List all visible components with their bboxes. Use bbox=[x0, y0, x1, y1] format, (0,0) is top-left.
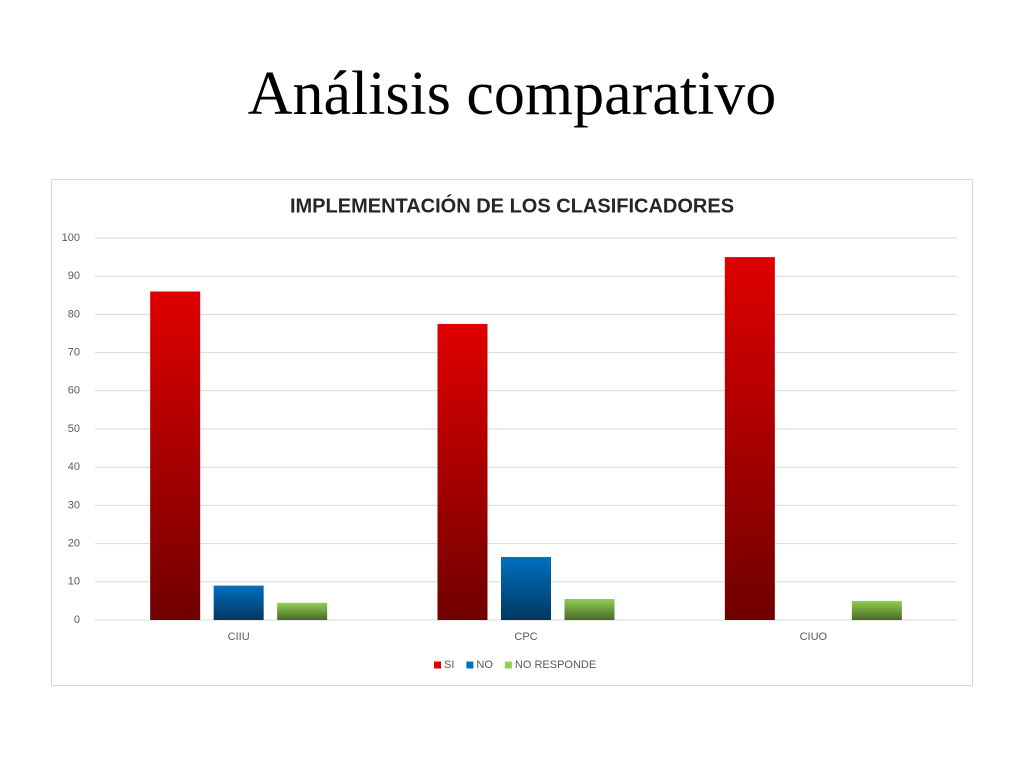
legend-swatch bbox=[434, 661, 441, 669]
legend-swatch bbox=[466, 661, 474, 669]
legend-label: NO RESPONDE bbox=[515, 659, 596, 671]
bar bbox=[213, 585, 264, 620]
y-tick-label: 100 bbox=[62, 232, 80, 244]
legend-swatch bbox=[504, 661, 512, 669]
slide-title: Análisis comparativo bbox=[248, 60, 777, 128]
y-tick-label: 20 bbox=[68, 538, 80, 550]
y-tick-label: 80 bbox=[68, 308, 80, 320]
x-tick-label: CIIU bbox=[228, 631, 250, 643]
y-tick-label: 60 bbox=[68, 385, 80, 397]
bar bbox=[564, 598, 615, 620]
bar bbox=[150, 291, 201, 620]
y-tick-label: 10 bbox=[68, 576, 80, 588]
y-tick-label: 50 bbox=[68, 423, 80, 435]
chart-title: IMPLEMENTACIÓN DE LOS CLASIFICADORES bbox=[290, 193, 734, 217]
bar bbox=[437, 323, 488, 620]
bar bbox=[724, 257, 775, 620]
legend-label: NO bbox=[476, 659, 493, 671]
x-tick-label: CIUO bbox=[800, 631, 828, 643]
legend-label: SI bbox=[444, 659, 454, 671]
y-tick-label: 30 bbox=[68, 499, 80, 511]
y-tick-label: 0 bbox=[74, 614, 80, 626]
y-tick-label: 90 bbox=[68, 270, 80, 282]
y-tick-label: 40 bbox=[68, 461, 80, 473]
bar bbox=[277, 602, 328, 620]
bar bbox=[501, 556, 551, 620]
y-tick-label: 70 bbox=[68, 347, 80, 359]
bar bbox=[851, 600, 902, 620]
x-tick-label: CPC bbox=[514, 631, 537, 643]
